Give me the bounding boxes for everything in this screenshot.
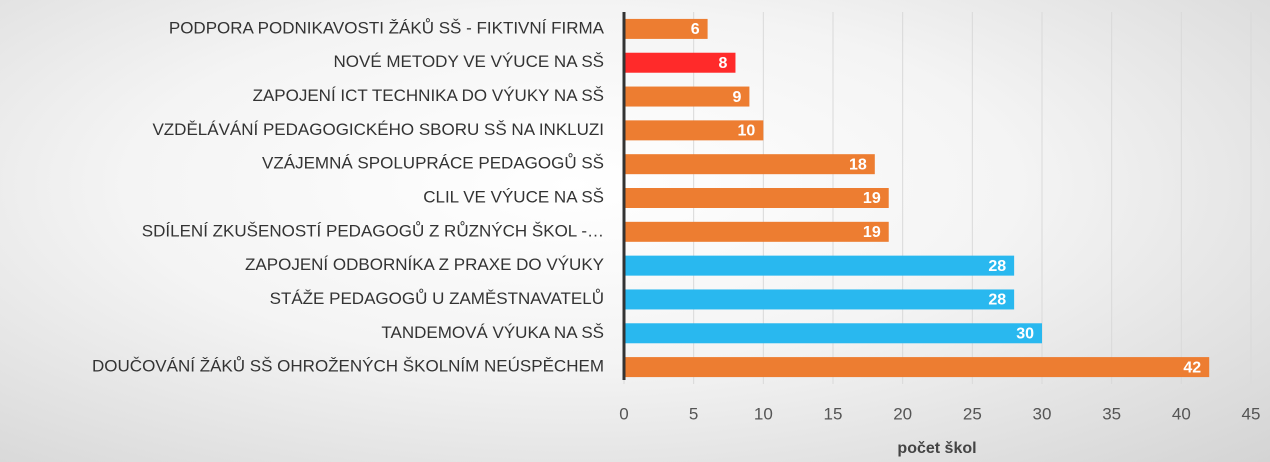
value-label: 9	[732, 89, 741, 106]
value-label: 19	[863, 224, 881, 241]
value-label: 28	[988, 292, 1006, 309]
x-tick-label: 30	[1033, 404, 1052, 423]
value-label: 42	[1183, 359, 1201, 376]
x-axis-title: počet škol	[897, 440, 976, 457]
bar	[624, 255, 1015, 276]
bar	[624, 120, 764, 141]
value-label: 28	[988, 258, 1006, 275]
y-tick-label: NOVÉ METODY VE VÝUCE NA SŠ	[333, 52, 604, 71]
bar	[624, 18, 708, 39]
y-tick-label: STÁŽE PEDAGOGŮ U ZAMĚSTNAVATELŮ	[270, 289, 604, 308]
x-tick-label: 40	[1172, 404, 1191, 423]
value-label: 19	[863, 190, 881, 207]
y-tick-label: ZAPOJENÍ ICT TECHNIKA DO VÝUKY NA SŠ	[253, 86, 604, 105]
bar	[624, 221, 889, 242]
bar	[624, 52, 736, 73]
y-tick-label: DOUČOVÁNÍ ŽÁKŮ SŠ OHROŽENÝCH ŠKOLNÍM NEÚ…	[92, 357, 604, 376]
bar	[624, 188, 889, 208]
y-tick-label: PODPORA PODNIKAVOSTI ŽÁKŮ SŠ - FIKTIVNÍ …	[169, 18, 605, 37]
x-tick-label: 45	[1242, 404, 1261, 423]
bar	[624, 86, 750, 107]
bar	[624, 323, 1042, 344]
value-label: 10	[738, 123, 756, 140]
x-tick-label: 0	[619, 404, 628, 423]
value-label: 6	[691, 21, 700, 38]
y-tick-label: TANDEMOVÁ VÝUKA NA SŠ	[381, 323, 604, 342]
x-tick-label: 35	[1102, 404, 1121, 423]
y-tick-label: SDÍLENÍ ZKUŠENOSTÍ PEDAGOGŮ Z RŮZNÝCH ŠK…	[142, 221, 604, 240]
bar	[624, 154, 875, 175]
y-tick-label: CLIL VE VÝUCE NA SŠ	[423, 187, 604, 206]
value-label: 8	[719, 55, 728, 72]
value-label: 30	[1016, 325, 1034, 342]
x-tick-label: 10	[754, 404, 773, 423]
y-tick-label: ZAPOJENÍ ODBORNÍKA Z PRAXE DO VÝUKY	[245, 255, 604, 274]
x-tick-label: 15	[824, 404, 843, 423]
bar	[624, 357, 1210, 378]
bar	[624, 289, 1015, 310]
y-tick-label: VZÁJEMNÁ SPOLUPRÁCE PEDAGOGŮ SŠ	[262, 154, 604, 173]
x-tick-label: 20	[893, 404, 912, 423]
y-tick-label: VZDĚLÁVÁNÍ PEDAGOGICKÉHO SBORU SŠ NA INK…	[152, 120, 604, 139]
value-label: 18	[849, 156, 867, 173]
x-tick-label: 5	[689, 404, 698, 423]
x-tick-label: 25	[963, 404, 982, 423]
